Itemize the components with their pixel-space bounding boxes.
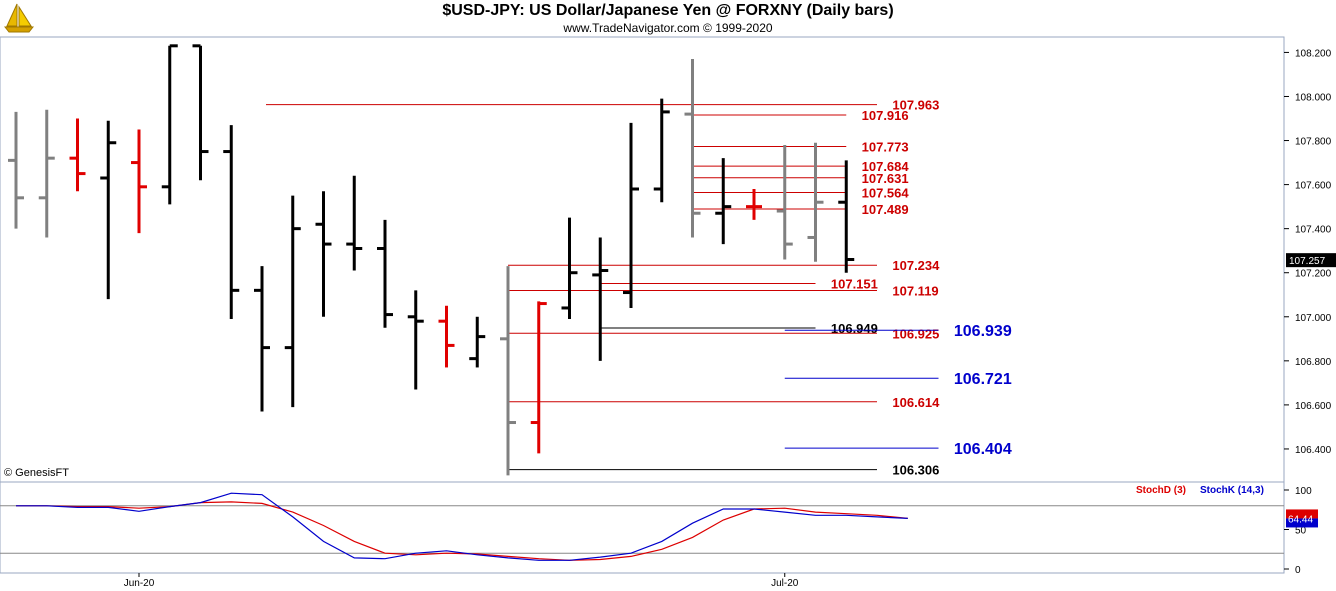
- price-level-label: 106.939: [954, 323, 1012, 340]
- ohlc-bar: [438, 305, 455, 368]
- ohlc-bar: [161, 44, 178, 205]
- price-axis-label: 106.400: [1295, 445, 1332, 456]
- price-level-label: 106.721: [954, 371, 1012, 388]
- sailboat-logo: [4, 3, 34, 33]
- stoch-axis-label: 100: [1295, 486, 1312, 497]
- price-level-label: 106.949: [831, 321, 878, 336]
- price-axis-label: 107.200: [1295, 269, 1332, 280]
- ohlc-bar: [469, 316, 486, 368]
- stoch-last-marker-k: [1286, 518, 1318, 528]
- ohlc-bar: [746, 189, 762, 220]
- ohlc-bar: [561, 217, 578, 319]
- price-axis-label: 107.400: [1295, 225, 1332, 236]
- ohlc-bar: [807, 142, 824, 262]
- ohlc-bar: [776, 144, 793, 260]
- time-axis-label: Jun-20: [124, 578, 155, 589]
- chart-header: $USD-JPY: US Dollar/Japanese Yen @ FORXN…: [0, 0, 1336, 37]
- stoch-last-label: 64.44: [1288, 514, 1313, 525]
- price-level-label: 107.119: [892, 284, 938, 299]
- ohlc-bar: [315, 191, 332, 317]
- price-level-label: 107.631: [862, 171, 909, 186]
- ohlc-bar: [623, 122, 639, 308]
- price-level-label: 107.916: [862, 108, 909, 123]
- last-price-label: 107.257: [1289, 256, 1326, 267]
- price-level-label: 106.925: [892, 326, 939, 341]
- data-credit: © GenesisFT: [4, 467, 69, 479]
- ohlc-bar: [223, 125, 240, 319]
- ohlc-bar: [592, 237, 609, 361]
- ohlc-bar: [684, 59, 701, 238]
- ohlc-bar: [500, 266, 516, 476]
- ohlc-bar: [8, 111, 24, 229]
- ohlc-bar: [377, 219, 393, 328]
- price-level-label: 106.614: [892, 395, 940, 410]
- chart-title: $USD-JPY: US Dollar/Japanese Yen @ FORXN…: [442, 2, 894, 19]
- ohlc-bar: [38, 109, 55, 238]
- price-level-label: 106.404: [954, 441, 1012, 458]
- ohlc-bar: [346, 175, 363, 271]
- ohlc-bar: [131, 129, 147, 234]
- price-level-label: 107.564: [862, 186, 910, 201]
- ohlc-bar: [407, 290, 424, 390]
- price-axis-label: 106.600: [1295, 401, 1332, 412]
- price-axis-label: 107.000: [1295, 313, 1332, 324]
- chart-subtitle: www.TradeNavigator.com © 1999-2020: [563, 21, 773, 35]
- stoch-axis-label: 0: [1295, 565, 1301, 576]
- price-axis-label: 108.000: [1295, 92, 1332, 103]
- price-level-label: 107.684: [862, 159, 910, 174]
- ohlc-bar: [715, 158, 732, 245]
- price-level-label: 107.489: [862, 202, 909, 217]
- ohlc-bar: [69, 118, 86, 192]
- ohlc-bar: [100, 120, 117, 300]
- price-axis-label: 107.600: [1295, 181, 1332, 192]
- ohlc-bar: [653, 98, 670, 203]
- ohlc-bar: [838, 160, 855, 273]
- stoch-legend-k: StochK (14,3): [1200, 485, 1264, 496]
- ohlc-bar: [284, 195, 301, 408]
- stoch-series-line: [16, 492, 908, 561]
- stoch-last-marker-d: [1286, 509, 1318, 519]
- stoch-legend-d: StochD (3): [1136, 485, 1186, 496]
- price-axis-label: 107.800: [1295, 137, 1332, 148]
- price-level-label: 107.963: [892, 98, 939, 113]
- time-axis-label: Jul-20: [771, 578, 799, 589]
- ohlc-bar: [192, 44, 209, 181]
- last-price-marker: [1286, 253, 1336, 268]
- price-level-label: 107.773: [862, 139, 909, 154]
- price-level-label: 107.151: [831, 277, 878, 292]
- stoch-panel-frame: [0, 481, 1285, 574]
- price-level-label: 106.306: [892, 463, 939, 478]
- price-level-label: 107.234: [892, 258, 940, 273]
- ohlc-bar: [530, 301, 547, 454]
- ohlc-bar: [254, 266, 270, 412]
- price-axis-label: 108.200: [1295, 48, 1332, 59]
- price-axis-label: 106.800: [1295, 357, 1332, 368]
- stoch-axis-label: 50: [1295, 526, 1307, 537]
- price-panel-frame: [0, 36, 1285, 483]
